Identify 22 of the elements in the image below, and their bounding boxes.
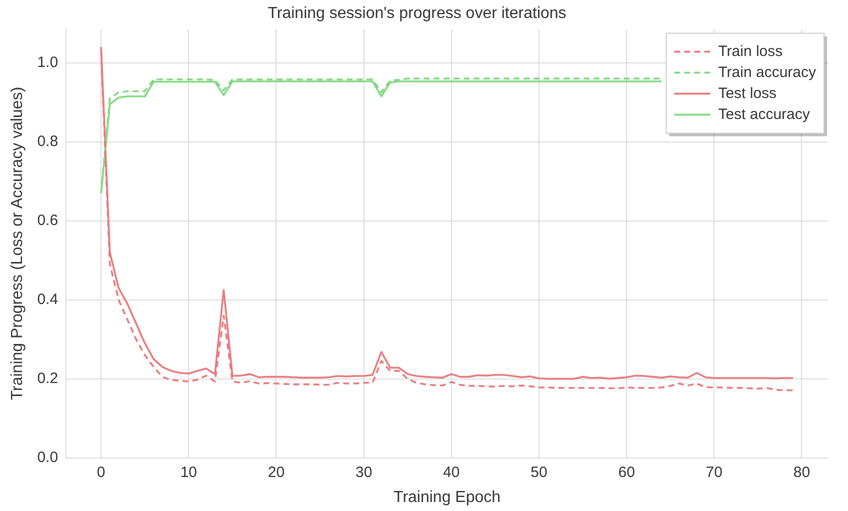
legend-label: Test loss <box>718 84 777 102</box>
x-tick-label: 70 <box>706 464 722 481</box>
y-tick-label: 0.4 <box>37 290 58 308</box>
x-tick-label: 10 <box>180 464 198 481</box>
legend-label: Test accuracy <box>718 106 810 123</box>
y-axis-title: Training Progress (Loss or Accuracy values) <box>9 86 26 400</box>
x-tick-label: 0 <box>96 464 106 481</box>
x-tick-label: 60 <box>618 464 635 481</box>
y-tick-label: 0.6 <box>37 212 58 229</box>
y-tick-label: 0.0 <box>37 448 58 466</box>
chart-title: Training session's progress over iterations <box>268 5 566 22</box>
y-tick-label: 0.2 <box>37 370 58 387</box>
x-tick-label: 80 <box>793 464 810 481</box>
x-tick-label: 30 <box>355 464 372 481</box>
legend-label: Train accuracy <box>718 64 816 81</box>
x-tick-label: 40 <box>443 464 460 481</box>
legend-label: Train loss <box>718 42 783 60</box>
y-tick-label: 1.0 <box>37 54 58 71</box>
x-tick-label: 20 <box>268 464 285 481</box>
x-tick-label: 50 <box>530 464 548 481</box>
y-tick-label: 0.8 <box>37 132 58 150</box>
x-axis-title: Training Epoch <box>394 488 501 506</box>
